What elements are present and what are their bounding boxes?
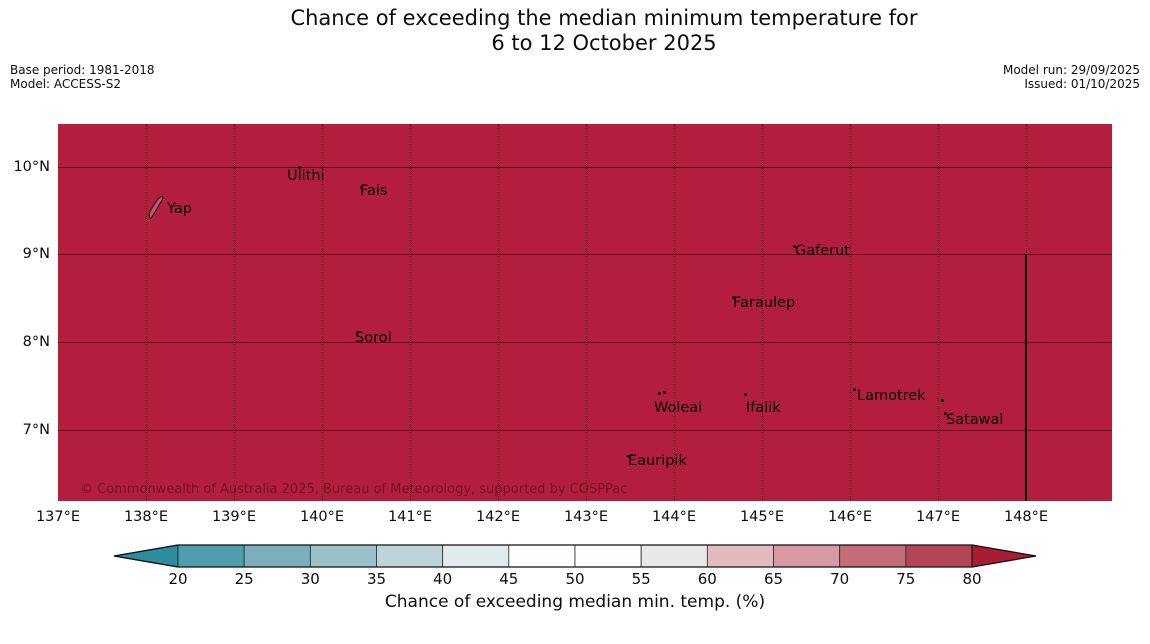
y-tick-7n: 7°N — [22, 422, 50, 438]
gridline-9n — [58, 254, 1112, 255]
island-dot — [658, 392, 661, 395]
x-tick-137e: 137°E — [35, 509, 81, 525]
island-dot — [941, 399, 944, 402]
island-label-faraulep: Faraulep — [733, 295, 796, 311]
x-tick-143e: 143°E — [563, 509, 609, 525]
yap-island-shape — [148, 196, 164, 219]
meta-right: Model run: 29/09/2025 Issued: 01/10/2025 — [1002, 63, 1140, 91]
cb-tick-70: 70 — [830, 570, 850, 588]
meta-left: Base period: 1981-2018 Model: ACCESS-S2 — [10, 63, 155, 91]
colorbar-segment-20-25 — [177, 544, 245, 568]
x-tick-141e: 141°E — [387, 509, 433, 525]
x-tick-142e: 142°E — [475, 509, 521, 525]
colorbar — [113, 544, 1037, 568]
colorbar-segment-40-45 — [442, 544, 510, 568]
x-tick-138e: 138°E — [123, 509, 169, 525]
gridline-10n — [58, 167, 1112, 168]
cb-tick-75: 75 — [896, 570, 916, 588]
maritime-boundary-line — [1025, 254, 1027, 501]
gridline-142e — [498, 124, 499, 501]
island-dot — [663, 391, 666, 394]
cb-tick-20: 20 — [168, 570, 188, 588]
island-dot — [298, 166, 301, 169]
gridline-147e — [938, 124, 939, 501]
y-tick-10n: 10°N — [13, 159, 50, 175]
x-tick-139e: 139°E — [211, 509, 257, 525]
issued-text: Issued: 01/10/2025 — [1024, 76, 1140, 91]
copyright-text: © Commonwealth of Australia 2025, Bureau… — [80, 482, 628, 497]
model-run-text: Model run: 29/09/2025 — [1002, 63, 1140, 77]
island-label-ifalik: Ifalik — [746, 400, 781, 416]
island-dot — [944, 412, 947, 415]
title-line2: 6 to 12 October 2025 — [491, 31, 717, 55]
island-label-woleai: Woleai — [654, 400, 703, 416]
cb-tick-40: 40 — [433, 570, 453, 588]
colorbar-segment-70-75 — [839, 544, 907, 568]
gridline-141e — [410, 124, 411, 501]
island-label-fais: Fais — [360, 183, 388, 199]
island-dot — [360, 186, 363, 189]
island-label-sorol: Sorol — [355, 330, 392, 346]
gridline-140e — [322, 124, 323, 501]
gridline-138e — [146, 124, 147, 501]
cb-tick-60: 60 — [697, 570, 717, 588]
colorbar-segment-60-65 — [706, 544, 774, 568]
island-label-yap: Yap — [167, 201, 192, 217]
title-line1: Chance of exceeding the median minimum t… — [290, 6, 918, 30]
island-dot — [853, 388, 856, 391]
colorbar-label: Chance of exceeding median min. temp. (%… — [384, 592, 766, 612]
colorbar-under-arrow — [113, 544, 179, 568]
island-label-gaferut: Gaferut — [795, 243, 850, 259]
cb-tick-30: 30 — [300, 570, 320, 588]
colorbar-segment-75-80 — [905, 544, 973, 568]
x-tick-147e: 147°E — [915, 509, 961, 525]
gridline-8n — [58, 342, 1112, 343]
base-period-text: Base period: 1981-2018 — [10, 63, 155, 77]
island-dot — [744, 393, 747, 396]
colorbar-over-arrow — [971, 544, 1037, 568]
island-label-eauripik: Eauripik — [628, 453, 687, 469]
cb-tick-35: 35 — [366, 570, 387, 588]
cb-tick-25: 25 — [234, 570, 254, 588]
cb-tick-80: 80 — [962, 570, 982, 588]
x-tick-148e: 148°E — [1003, 509, 1049, 525]
page-title: Chance of exceeding the median minimum t… — [58, 6, 1150, 56]
island-dot — [627, 455, 630, 458]
island-label-satawal: Satawal — [946, 412, 1004, 428]
island-label-lamotrek: Lamotrek — [857, 388, 926, 404]
colorbar-outline — [113, 544, 1037, 568]
gridline-145e — [762, 124, 763, 501]
island-label-ulithi: Ulithi — [287, 168, 325, 184]
gridline-139e — [234, 124, 235, 501]
gridline-144e — [674, 124, 675, 501]
x-tick-144e: 144°E — [651, 509, 697, 525]
island-dot — [356, 331, 359, 334]
colorbar-segment-35-40 — [376, 544, 444, 568]
colorbar-segment-55-60 — [640, 544, 708, 568]
colorbar-segment-30-35 — [309, 544, 377, 568]
x-tick-145e: 145°E — [739, 509, 785, 525]
colorbar-segment-25-30 — [243, 544, 311, 568]
map-canvas: Yap Ulithi Fais Sorol Gaferut Faraulep W… — [58, 124, 1112, 501]
cb-tick-55: 55 — [631, 570, 651, 588]
gridline-146e — [850, 124, 851, 501]
gridline-143e — [586, 124, 587, 501]
island-dot — [793, 245, 796, 248]
x-tick-146e: 146°E — [827, 509, 873, 525]
cb-tick-50: 50 — [565, 570, 585, 588]
gridline-7n — [58, 430, 1112, 431]
x-tick-140e: 140°E — [299, 509, 345, 525]
colorbar-segment-65-70 — [773, 544, 841, 568]
colorbar-segment-45-50 — [508, 544, 576, 568]
cb-tick-65: 65 — [763, 570, 784, 588]
y-tick-9n: 9°N — [22, 246, 50, 262]
model-text: Model: ACCESS-S2 — [10, 76, 122, 91]
cb-tick-45: 45 — [499, 570, 519, 588]
colorbar-segment-50-55 — [574, 544, 642, 568]
island-dot — [732, 296, 735, 299]
y-tick-8n: 8°N — [22, 334, 50, 350]
